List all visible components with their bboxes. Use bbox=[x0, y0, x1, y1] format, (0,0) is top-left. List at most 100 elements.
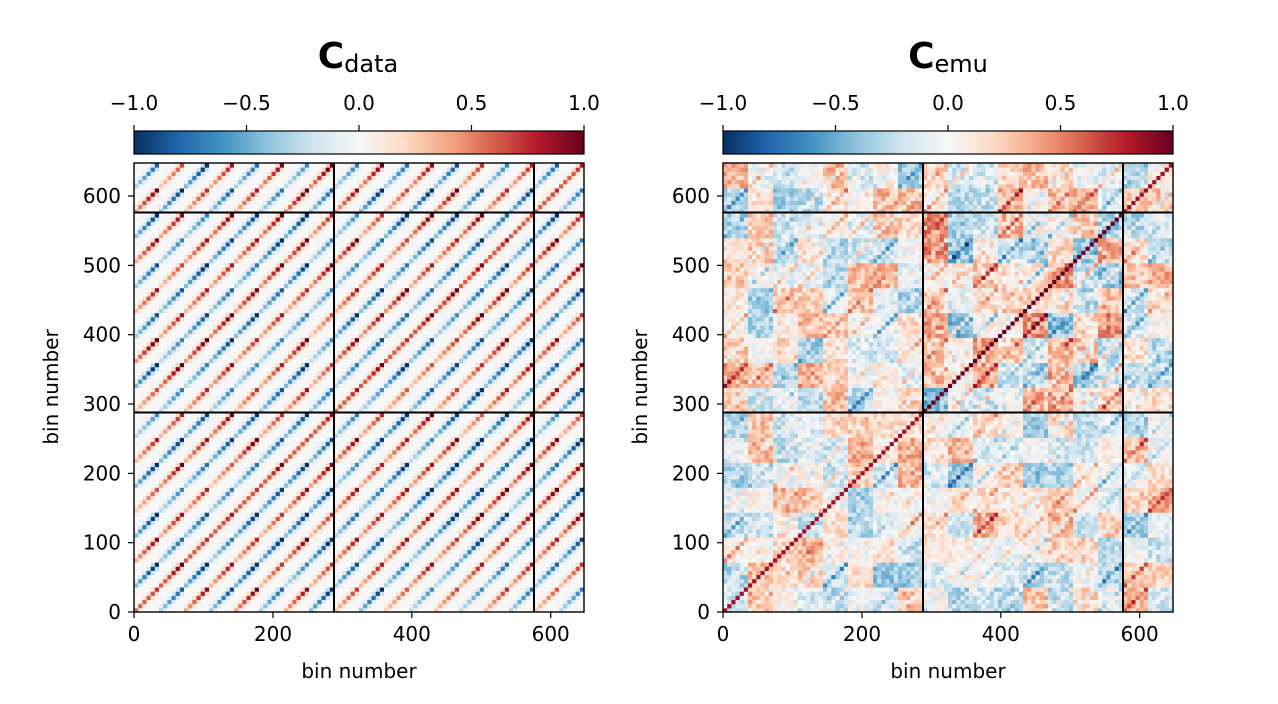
heatmap-cell bbox=[300, 524, 306, 530]
heatmap-cell bbox=[292, 262, 297, 268]
heatmap-cell bbox=[279, 582, 285, 588]
heatmap-cell bbox=[309, 354, 314, 359]
heatmap-cell bbox=[259, 445, 264, 451]
heatmap-cell bbox=[279, 337, 285, 343]
heatmap-cell bbox=[271, 379, 277, 384]
heatmap-cell bbox=[250, 437, 256, 443]
heatmap-cell bbox=[313, 483, 318, 488]
heatmap-cell bbox=[138, 225, 143, 231]
heatmap-cell bbox=[159, 279, 164, 285]
heatmap-cell bbox=[292, 487, 297, 492]
heatmap-cell bbox=[142, 258, 147, 264]
heatmap-cell bbox=[204, 458, 210, 463]
heatmap-cell bbox=[184, 391, 189, 397]
heatmap-cell bbox=[234, 283, 239, 289]
heatmap-cell bbox=[200, 478, 206, 484]
heatmap-cell bbox=[250, 179, 256, 185]
heatmap-cell bbox=[150, 204, 156, 210]
heatmap-cell bbox=[179, 333, 185, 339]
heatmap-cell bbox=[246, 499, 252, 505]
heatmap-cell bbox=[304, 333, 310, 339]
heatmap-cell bbox=[292, 578, 297, 584]
heatmap-cell bbox=[304, 304, 310, 310]
heatmap-cell bbox=[242, 412, 247, 418]
heatmap-cell bbox=[275, 225, 281, 231]
heatmap-cell bbox=[313, 562, 318, 567]
heatmap-cell bbox=[229, 179, 235, 185]
heatmap-cell bbox=[300, 470, 306, 476]
heatmap-cell bbox=[321, 404, 327, 409]
heatmap-cell bbox=[242, 404, 247, 409]
heatmap-cell bbox=[309, 383, 314, 388]
heatmap-cell bbox=[188, 254, 193, 260]
heatmap-cell bbox=[150, 175, 156, 181]
heatmap-cell bbox=[271, 416, 277, 422]
heatmap-cell bbox=[225, 387, 231, 393]
heatmap-cell bbox=[154, 287, 160, 293]
heatmap-cell bbox=[204, 528, 210, 534]
heatmap-cell bbox=[263, 229, 268, 235]
heatmap-cell bbox=[184, 595, 189, 601]
heatmap-cell bbox=[146, 557, 152, 563]
heatmap-cell bbox=[263, 379, 268, 384]
heatmap-cell bbox=[167, 233, 172, 239]
heatmap-cell bbox=[179, 279, 185, 285]
heatmap-cell bbox=[279, 225, 285, 231]
heatmap-cell bbox=[234, 275, 239, 280]
heatmap-cell bbox=[246, 553, 252, 559]
heatmap-cell bbox=[238, 358, 243, 364]
heatmap-cell bbox=[313, 212, 318, 218]
heatmap-cell bbox=[184, 587, 189, 592]
heatmap-cell bbox=[313, 383, 318, 388]
heatmap-cell bbox=[134, 212, 139, 218]
heatmap-cell bbox=[188, 212, 193, 218]
heatmap-cell bbox=[284, 275, 289, 280]
heatmap-cell bbox=[279, 329, 285, 334]
colorbar-tick-label: 0.0 bbox=[343, 91, 375, 115]
heatmap-cell bbox=[259, 246, 264, 251]
heatmap-cell bbox=[317, 246, 322, 251]
heatmap-cell bbox=[267, 466, 272, 472]
heatmap-cell bbox=[284, 429, 289, 434]
heatmap-cell bbox=[271, 217, 277, 222]
heatmap-cell bbox=[246, 262, 252, 268]
heatmap-cell bbox=[209, 508, 214, 513]
heatmap-cell bbox=[246, 533, 252, 538]
heatmap-cell bbox=[204, 516, 210, 522]
heatmap-cell bbox=[259, 541, 264, 546]
heatmap-cell bbox=[288, 582, 293, 588]
heatmap-cell bbox=[142, 520, 147, 526]
heatmap-cell bbox=[159, 454, 164, 459]
heatmap-cell bbox=[317, 208, 322, 214]
heatmap-cell bbox=[309, 524, 314, 530]
heatmap-cell bbox=[200, 208, 206, 214]
heatmap-cell bbox=[254, 287, 260, 293]
heatmap-cell bbox=[317, 466, 322, 472]
heatmap-cell bbox=[209, 491, 214, 497]
heatmap-cell bbox=[309, 603, 314, 609]
heatmap-cell bbox=[167, 171, 172, 176]
heatmap-cell bbox=[259, 354, 264, 359]
heatmap-cell bbox=[150, 379, 156, 384]
heatmap-cell bbox=[179, 458, 185, 463]
heatmap-cell bbox=[229, 408, 235, 413]
heatmap-cell bbox=[204, 478, 210, 484]
heatmap-cell bbox=[221, 291, 227, 297]
heatmap-cell bbox=[309, 416, 314, 422]
heatmap-cell bbox=[250, 300, 256, 305]
heatmap-cell bbox=[288, 196, 293, 201]
heatmap-cell bbox=[175, 350, 181, 355]
heatmap-cell bbox=[234, 262, 239, 268]
heatmap-cell bbox=[304, 308, 310, 314]
heatmap-cell bbox=[184, 312, 189, 318]
heatmap-cell bbox=[138, 574, 143, 580]
heatmap-cell bbox=[271, 200, 277, 206]
heatmap-cell bbox=[300, 320, 306, 326]
heatmap-cell bbox=[217, 233, 222, 239]
heatmap-cell bbox=[179, 462, 185, 467]
heatmap-cell bbox=[196, 449, 202, 455]
heatmap-cell bbox=[275, 408, 281, 413]
heatmap-cell bbox=[271, 487, 277, 492]
heatmap-cell bbox=[296, 491, 302, 497]
heatmap-cell bbox=[267, 545, 272, 551]
